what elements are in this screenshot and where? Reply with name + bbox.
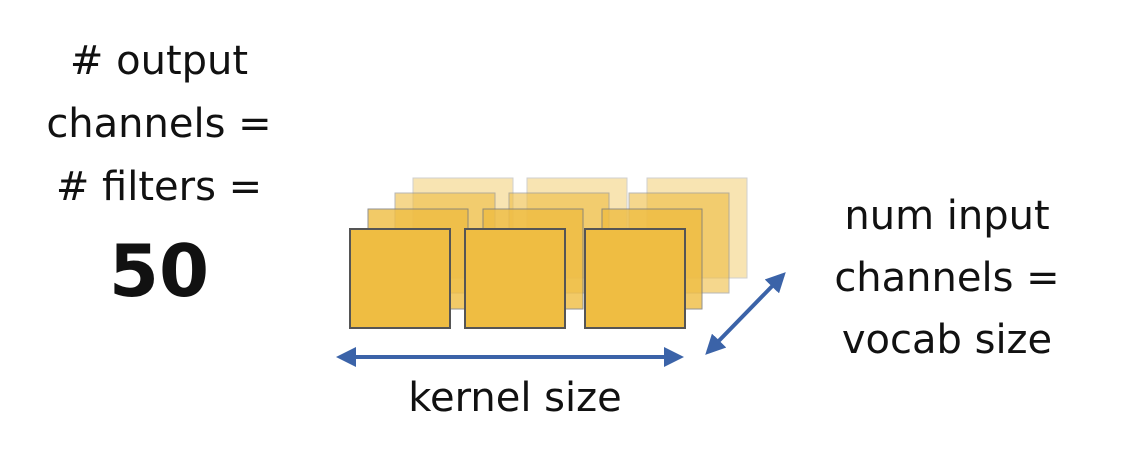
filter-square bbox=[584, 228, 686, 329]
kernel-size-label: kernel size bbox=[408, 375, 622, 421]
input-channels-label: num input channels = vocab size bbox=[812, 185, 1082, 371]
output-channels-line-1: # output bbox=[69, 38, 249, 84]
input-channels-line-2: channels = bbox=[834, 255, 1060, 301]
input-channels-arrow bbox=[705, 272, 786, 355]
input-channels-line-1: num input bbox=[844, 193, 1050, 239]
input-channels-line-3: vocab size bbox=[841, 317, 1053, 363]
output-channels-line-3: # filters = bbox=[55, 164, 263, 210]
filter-square bbox=[349, 228, 451, 329]
num-filters-value: 50 bbox=[108, 229, 210, 313]
output-channels-line-2: channels = bbox=[46, 101, 272, 147]
filter-layer-front bbox=[349, 228, 686, 329]
output-channels-label: # output channels = # filters = 50 bbox=[0, 30, 318, 319]
filter-square bbox=[464, 228, 566, 329]
